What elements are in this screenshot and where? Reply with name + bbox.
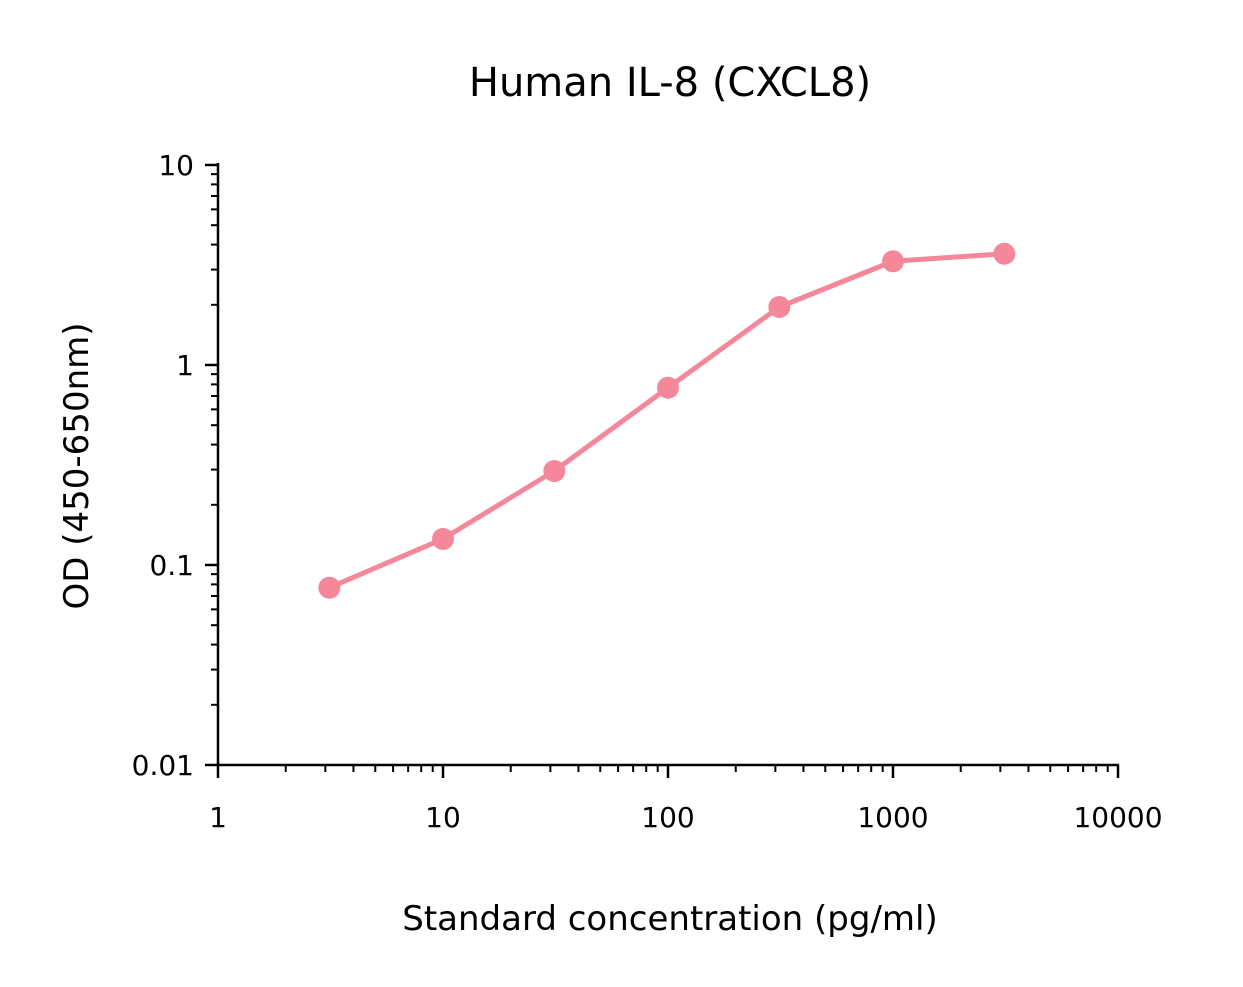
data-point	[993, 242, 1016, 265]
data-point	[882, 250, 904, 273]
x-tick-label: 1000	[857, 801, 928, 834]
y-tick-label: 10	[158, 149, 194, 182]
data-point	[768, 295, 791, 318]
x-tick-label: 10000	[1073, 801, 1162, 834]
y-tick-label: 1	[176, 349, 194, 382]
y-tick-label: 0.1	[149, 549, 194, 582]
data-point	[318, 576, 341, 599]
data-point	[432, 527, 454, 550]
series-layer	[318, 242, 1016, 599]
y-tick-label: 0.01	[132, 749, 194, 782]
x-tick-label: 1	[209, 801, 227, 834]
data-point	[543, 460, 566, 483]
x-tick-label: 100	[641, 801, 694, 834]
axes: 1 10 100 1000 10000 0.01 0.1 1 10	[132, 149, 1163, 834]
x-tick-label: 10	[425, 801, 461, 834]
y-axis-label: OD (450-650nm)	[57, 322, 97, 609]
data-point	[657, 376, 679, 399]
series-line	[326, 251, 1007, 591]
x-axis-label: Standard concentration (pg/ml)	[402, 899, 937, 939]
chart-title: Human IL-8 (CXCL8)	[469, 60, 871, 106]
